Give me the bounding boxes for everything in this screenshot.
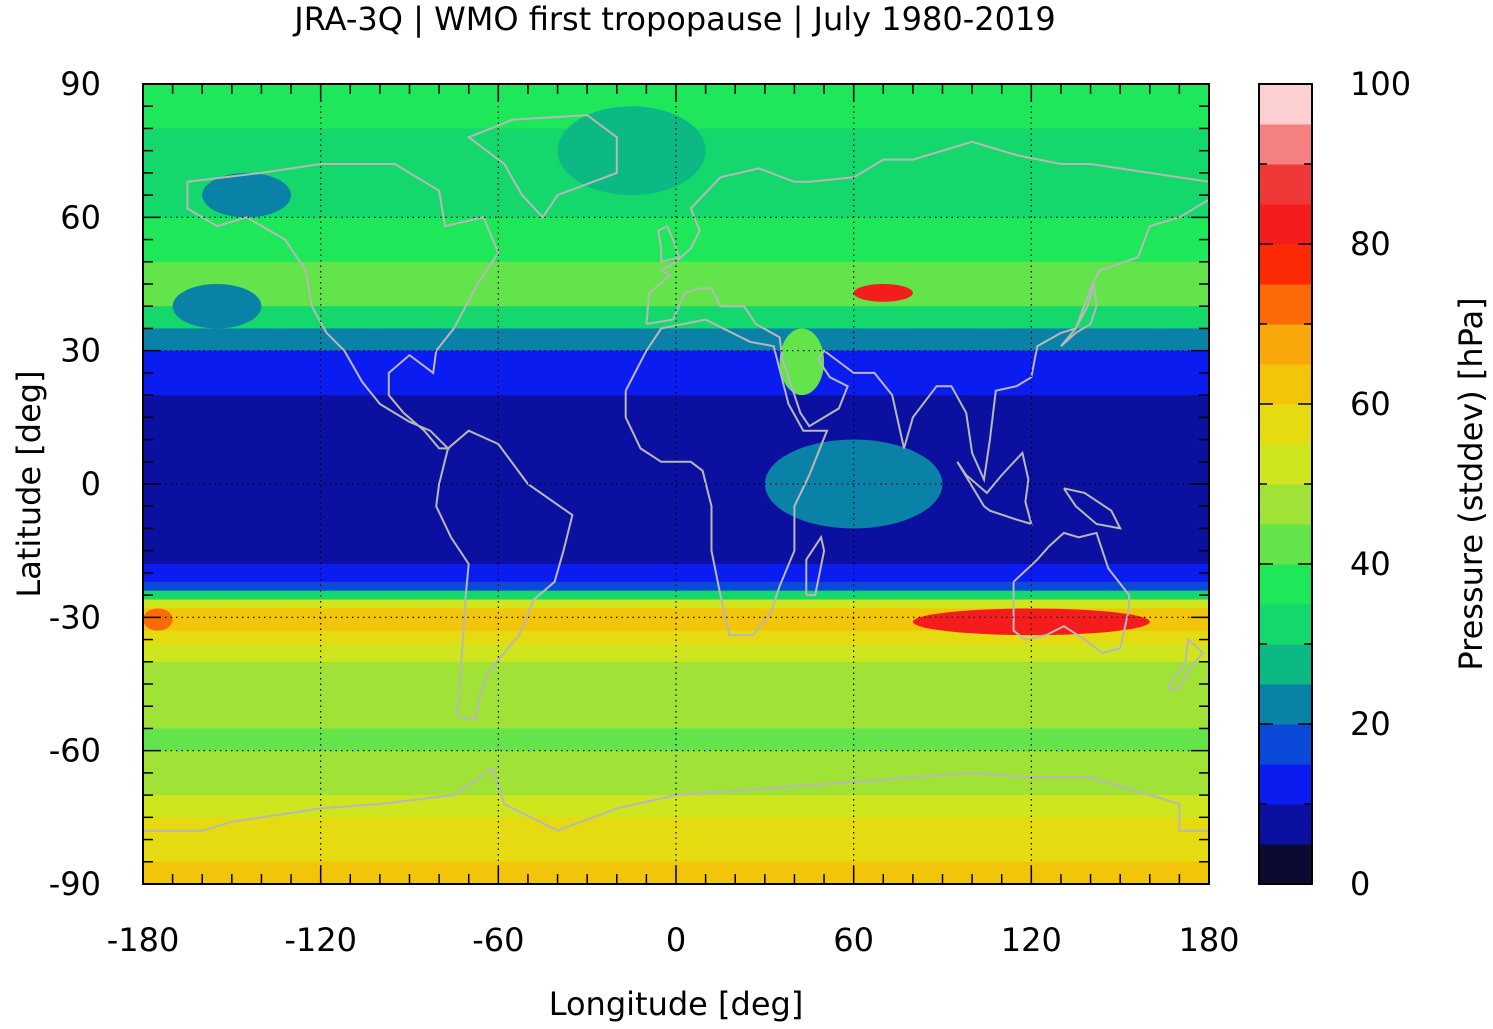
coastline-uk xyxy=(657,224,681,263)
colorbar-swatch xyxy=(1259,484,1312,525)
coastline-eurasia xyxy=(645,140,1210,484)
heat-band xyxy=(143,817,1209,841)
colorbar-swatch xyxy=(1259,164,1312,205)
heat-band xyxy=(143,644,1209,663)
colorbar-swatch xyxy=(1259,324,1312,365)
y-tick-label: -60 xyxy=(49,732,101,770)
coastline-indonesia xyxy=(956,450,1033,526)
gridlines xyxy=(143,84,1209,884)
x-tick-label: 60 xyxy=(833,921,874,959)
heat-band xyxy=(143,328,1209,352)
coastline-north-america xyxy=(186,163,500,450)
colorbar-swatch xyxy=(1259,804,1312,845)
x-tick-label: -120 xyxy=(284,921,357,959)
heat-anomaly xyxy=(779,328,825,396)
x-tick-label: 0 xyxy=(666,921,686,959)
heat-band xyxy=(143,772,1209,796)
heat-band xyxy=(143,795,1209,818)
heat-band xyxy=(143,630,1209,645)
heat-band xyxy=(143,839,1209,863)
heat-anomaly xyxy=(202,172,292,218)
heat-band xyxy=(143,261,1209,285)
colorbar-tick-label: 20 xyxy=(1350,705,1391,743)
coastline-new-guinea xyxy=(1063,487,1122,530)
heat-anomaly xyxy=(557,106,706,196)
colorbar-ticks: 0 20 40 60 80 100 xyxy=(1259,65,1411,903)
heat-band xyxy=(143,395,1209,441)
colorbar-swatch xyxy=(1259,724,1312,765)
y-tick-label: 60 xyxy=(60,198,101,236)
colorbar-swatch xyxy=(1259,444,1312,485)
heat-band xyxy=(143,350,1209,396)
coastline-south-america xyxy=(435,429,574,721)
x-tick-label: -180 xyxy=(107,921,180,959)
coastline-japan xyxy=(1060,283,1098,347)
coastline-new-zealand xyxy=(1166,637,1205,690)
y-tick-label: 90 xyxy=(60,65,101,103)
y-tick-label: -30 xyxy=(49,598,101,636)
colorbar-swatch xyxy=(1259,84,1312,125)
colorbar-swatch xyxy=(1259,764,1312,805)
heat-anomaly xyxy=(853,284,913,302)
colorbar-tick-label: 0 xyxy=(1350,865,1370,903)
x-axis-ticks: -180 -120 -60 0 60 120 180 xyxy=(107,84,1240,959)
colorbar-swatch xyxy=(1259,204,1312,245)
colorbar-swatch xyxy=(1259,844,1312,885)
coastline-madagascar xyxy=(805,534,826,597)
y-tick-label: -90 xyxy=(49,865,101,903)
coastline-australia xyxy=(1012,531,1131,654)
heat-anomaly xyxy=(143,608,173,631)
heat-band xyxy=(143,284,1209,307)
coastline-greenland xyxy=(466,114,618,219)
heat-band xyxy=(143,581,1209,592)
colorbar-swatch xyxy=(1259,524,1312,565)
heat-band xyxy=(143,599,1209,610)
heat-band xyxy=(143,306,1209,330)
colorbar-swatch xyxy=(1259,684,1312,725)
colorbar-swatch xyxy=(1259,404,1312,445)
colorbar-swatch xyxy=(1259,284,1312,325)
colorbar-swatch xyxy=(1259,124,1312,165)
x-tick-label: -60 xyxy=(472,921,524,959)
x-axis-label: Longitude [deg] xyxy=(549,985,804,1023)
heat-anomaly xyxy=(912,608,1150,636)
coastlines xyxy=(143,114,1210,832)
colorbar-label: Pressure (stddev) [hPa] xyxy=(1452,297,1490,670)
heat-band xyxy=(143,564,1209,583)
colorbar xyxy=(1259,84,1312,885)
colorbar-tick-label: 100 xyxy=(1350,65,1411,103)
colorbar-swatch xyxy=(1259,604,1312,645)
heat-anomaly xyxy=(172,284,262,329)
colorbar-swatch xyxy=(1259,364,1312,405)
colorbar-swatch xyxy=(1259,244,1312,285)
coastline-africa xyxy=(624,318,829,637)
colorbar-swatch xyxy=(1259,644,1312,685)
colorbar-tick-label: 80 xyxy=(1350,225,1391,263)
y-tick-label: 0 xyxy=(81,465,101,503)
heat-band xyxy=(143,750,1209,774)
y-axis-ticks: 90 60 30 0 -30 -60 -90 xyxy=(49,65,1209,903)
heat-band xyxy=(143,590,1209,601)
coastline-antarctica xyxy=(143,766,1209,832)
y-axis-label: Latitude [deg] xyxy=(10,370,48,597)
heat-band xyxy=(143,484,1209,530)
colorbar-tick-label: 40 xyxy=(1350,545,1391,583)
y-tick-label: 30 xyxy=(60,332,101,370)
colorbar-tick-label: 60 xyxy=(1350,385,1391,423)
colorbar-swatch xyxy=(1259,564,1312,605)
x-tick-label: 120 xyxy=(1001,921,1062,959)
chart-title: JRA-3Q | WMO first tropopause | July 198… xyxy=(292,0,1055,38)
x-tick-label: 180 xyxy=(1178,921,1239,959)
